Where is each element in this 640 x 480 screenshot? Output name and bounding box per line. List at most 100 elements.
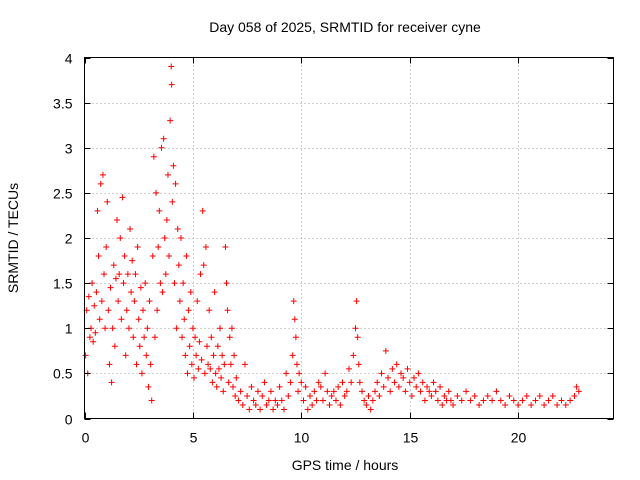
data-point (217, 325, 224, 332)
data-point (447, 397, 454, 404)
data-point (497, 397, 504, 404)
data-point (292, 334, 299, 341)
data-point (111, 343, 118, 350)
data-point (252, 401, 259, 408)
data-point (378, 370, 385, 377)
data-point (228, 325, 235, 332)
data-point (341, 392, 348, 399)
data-point (408, 392, 415, 399)
data-point (114, 216, 121, 223)
data-point (311, 388, 318, 395)
data-point (257, 406, 264, 413)
data-point (270, 406, 277, 413)
data-point (519, 397, 526, 404)
data-point (92, 329, 99, 336)
data-point (168, 81, 175, 88)
data-point (198, 356, 205, 363)
data-point (571, 392, 578, 399)
data-point (298, 379, 305, 386)
x-tick-label: 0 (82, 430, 90, 446)
data-point (328, 392, 335, 399)
data-point (439, 401, 446, 408)
data-point (493, 388, 500, 395)
data-point (424, 383, 431, 390)
data-point (121, 253, 128, 260)
data-point (144, 325, 151, 332)
data-point (330, 388, 337, 395)
data-point (227, 361, 234, 368)
data-point (162, 271, 169, 278)
data-point (115, 298, 122, 305)
data-point (315, 379, 322, 386)
data-point (441, 392, 448, 399)
data-point (335, 383, 342, 390)
data-point (567, 397, 574, 404)
data-point (353, 298, 360, 305)
data-point (283, 370, 290, 377)
y-tick-label: 1.5 (53, 276, 73, 292)
data-point (134, 244, 141, 251)
data-point (480, 397, 487, 404)
data-point (484, 392, 491, 399)
data-point (133, 361, 140, 368)
data-point (415, 370, 422, 377)
x-tick-label: 5 (190, 430, 198, 446)
data-point (155, 244, 162, 251)
data-point (124, 271, 131, 278)
data-point (135, 316, 142, 323)
data-point (367, 406, 374, 413)
data-point (173, 325, 180, 332)
data-point (265, 397, 272, 404)
data-point (180, 280, 187, 287)
data-point (536, 392, 543, 399)
data-point (177, 235, 184, 241)
data-points (82, 63, 582, 413)
data-point (554, 401, 561, 408)
data-point (106, 361, 113, 368)
data-point (164, 171, 171, 178)
data-point (369, 397, 376, 404)
data-point (337, 401, 344, 408)
data-point (261, 379, 268, 386)
data-point (131, 298, 138, 305)
data-point (437, 383, 444, 390)
data-point (225, 379, 232, 386)
data-point (346, 365, 352, 372)
data-point (404, 365, 411, 372)
data-point (343, 388, 350, 395)
data-point (179, 334, 186, 341)
data-point (193, 352, 200, 359)
x-tick-label: 15 (403, 430, 419, 446)
data-point (411, 374, 418, 381)
data-point (127, 225, 134, 232)
data-point (250, 397, 257, 404)
data-point (324, 388, 331, 395)
data-point (159, 289, 166, 296)
data-point (82, 352, 89, 359)
data-point (123, 307, 130, 314)
data-point (142, 280, 149, 287)
data-point (143, 352, 150, 359)
data-point (86, 334, 93, 341)
data-point (200, 262, 207, 269)
data-point (363, 401, 370, 408)
data-point (263, 401, 270, 408)
data-point (352, 325, 359, 332)
data-point (108, 379, 115, 386)
data-point (183, 253, 190, 260)
data-point (395, 383, 402, 390)
data-point (136, 343, 143, 350)
data-point (222, 244, 229, 251)
data-point (154, 307, 161, 314)
data-point (374, 379, 381, 386)
data-point (128, 289, 135, 296)
data-point (105, 307, 112, 314)
data-point (454, 392, 461, 399)
data-point (205, 361, 212, 368)
data-point (434, 397, 441, 404)
data-point (203, 343, 210, 350)
data-point (141, 334, 148, 341)
data-point (237, 388, 244, 395)
data-point (317, 383, 324, 390)
